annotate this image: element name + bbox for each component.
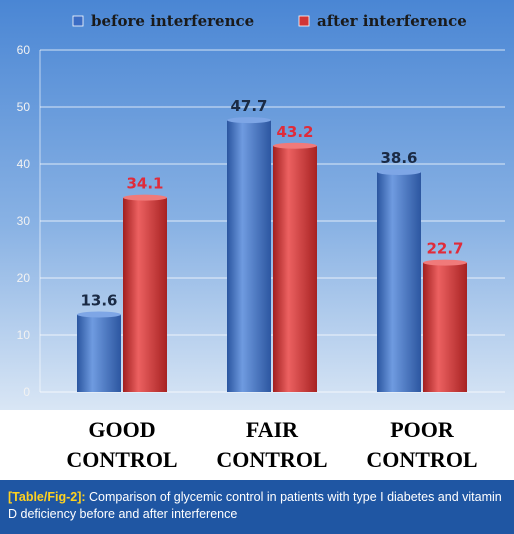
- legend-label: after interference: [317, 12, 467, 30]
- bars: [77, 117, 467, 393]
- legend-swatch: [298, 15, 310, 27]
- bar-cap: [77, 311, 121, 318]
- bar-cap: [273, 142, 317, 149]
- chart: 0 10 20 30 40 50 60 13.6 34.1 47.7 43.2 38.6 22.7 G…: [0, 0, 514, 472]
- y-tick-label: 40: [17, 157, 31, 171]
- bar-cap: [227, 117, 271, 124]
- caption-label: [Table/Fig-2]:: [8, 490, 86, 504]
- bar-before: [77, 314, 121, 392]
- category-label: CONTROL: [366, 447, 477, 472]
- bar-cap: [377, 168, 421, 175]
- legend-swatch: [72, 15, 84, 27]
- bar-before: [377, 171, 421, 392]
- y-tick-label: 60: [17, 43, 31, 57]
- category-label: POOR: [390, 417, 455, 442]
- y-tick-label: 30: [17, 214, 31, 228]
- data-label: 38.6: [380, 149, 417, 167]
- bar-before: [227, 120, 271, 393]
- bar-after: [273, 145, 317, 392]
- category-label: GOOD: [88, 417, 155, 442]
- figure-caption: [Table/Fig-2]: Comparison of glycemic co…: [0, 480, 514, 534]
- legend: before interference after interference: [72, 12, 467, 30]
- legend-label: before interference: [91, 12, 254, 30]
- category-label: CONTROL: [66, 447, 177, 472]
- category-label: FAIR: [246, 417, 299, 442]
- caption-text: Comparison of glycemic control in patien…: [8, 490, 502, 521]
- data-label: 22.7: [426, 240, 463, 258]
- data-label: 13.6: [80, 291, 117, 309]
- y-tick-label: 10: [17, 328, 31, 342]
- bar-after: [123, 197, 167, 392]
- y-tick-label: 50: [17, 100, 31, 114]
- data-label: 47.7: [230, 97, 267, 115]
- bar-chart: 0 10 20 30 40 50 60 13.6 34.1 47.7 43.2 38.6 22.7 G…: [0, 0, 514, 472]
- bar-cap: [123, 194, 167, 201]
- y-tick-label: 20: [17, 271, 31, 285]
- bar-cap: [423, 259, 467, 266]
- y-tick-label: 0: [23, 385, 30, 399]
- bar-after: [423, 262, 467, 392]
- data-label: 34.1: [126, 175, 163, 193]
- x-axis-categories: GOOD CONTROL FAIR CONTROL POOR CONTROL: [66, 417, 477, 472]
- data-label: 43.2: [276, 123, 313, 141]
- category-label: CONTROL: [216, 447, 327, 472]
- y-axis: 0 10 20 30 40 50 60: [17, 43, 41, 399]
- data-labels: 13.6 34.1 47.7 43.2 38.6 22.7: [80, 97, 463, 309]
